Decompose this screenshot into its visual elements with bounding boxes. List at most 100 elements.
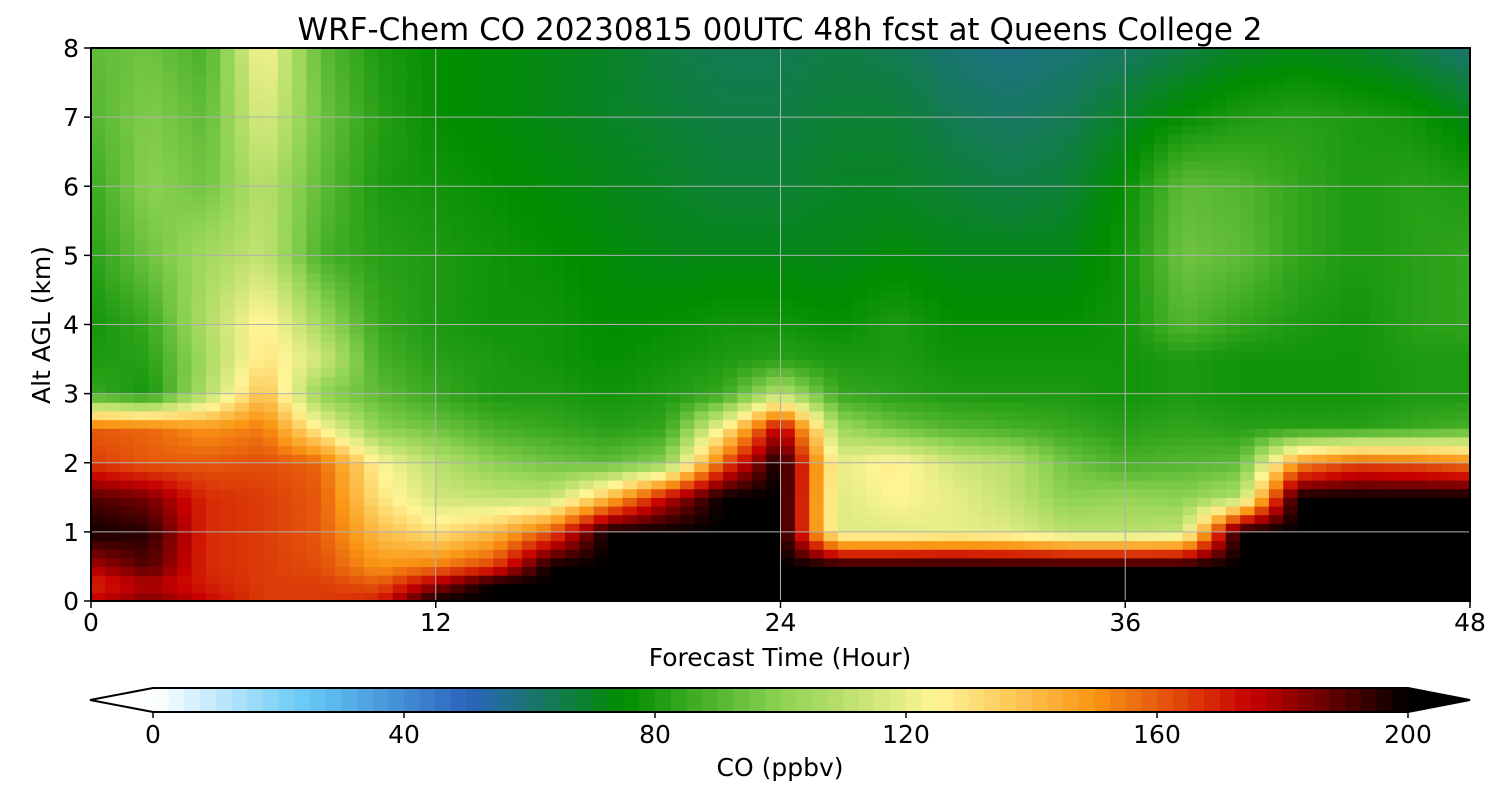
heatmap-cell <box>162 575 178 585</box>
heatmap-cell <box>421 462 437 472</box>
heatmap-cell <box>852 531 868 542</box>
heatmap-cell <box>320 315 336 326</box>
heatmap-cell <box>1398 289 1414 300</box>
heatmap-cell <box>407 151 422 161</box>
heatmap-cell <box>881 220 897 231</box>
heatmap-cell <box>751 402 767 412</box>
heatmap-cell <box>723 471 738 481</box>
heatmap-cell <box>320 177 336 187</box>
heatmap-cell <box>565 505 580 516</box>
heatmap-cell <box>1067 194 1083 205</box>
heatmap-cell <box>507 229 523 239</box>
heatmap-cell <box>392 436 408 447</box>
heatmap-cell <box>220 333 236 343</box>
heatmap-cell <box>723 575 738 585</box>
heatmap-cell <box>593 592 609 601</box>
heatmap-cell <box>1383 462 1399 472</box>
heatmap-cell <box>1039 566 1055 576</box>
heatmap-cell <box>320 151 336 161</box>
heatmap-cell <box>694 229 710 239</box>
heatmap-cell <box>1039 307 1055 317</box>
heatmap-cell <box>263 419 279 429</box>
heatmap-cell <box>177 402 193 412</box>
heatmap-cell <box>794 523 810 533</box>
heatmap-cell <box>105 471 121 481</box>
heatmap-cell <box>1412 246 1428 256</box>
heatmap-cell <box>1268 264 1284 274</box>
heatmap-cell <box>622 341 638 352</box>
heatmap-cell <box>1398 531 1414 542</box>
heatmap-cell <box>579 523 595 533</box>
heatmap-cell <box>608 480 624 490</box>
heatmap-cell <box>1197 376 1213 386</box>
heatmap-cell <box>1283 523 1299 533</box>
heatmap-cell <box>277 540 293 550</box>
heatmap-cell <box>665 238 681 248</box>
heatmap-cell <box>177 151 193 161</box>
heatmap-cell <box>191 333 207 343</box>
heatmap-cell <box>1441 264 1457 274</box>
heatmap-cell <box>1125 151 1141 161</box>
heatmap-cell <box>679 281 695 291</box>
heatmap-cell <box>1110 549 1126 559</box>
heatmap-cell <box>981 186 997 196</box>
heatmap-cell <box>1311 445 1327 455</box>
heatmap-cell <box>363 583 379 593</box>
heatmap-cell <box>191 531 207 542</box>
heatmap-cell <box>565 177 580 187</box>
heatmap-cell <box>478 367 494 377</box>
heatmap-cell <box>1096 583 1112 593</box>
heatmap-cell <box>852 514 868 524</box>
heatmap-cell <box>1053 445 1069 455</box>
heatmap-cell <box>1139 566 1155 576</box>
heatmap-cell <box>651 212 667 222</box>
heatmap-cell <box>478 376 494 386</box>
heatmap-cell <box>1398 419 1414 429</box>
heatmap-cell <box>234 376 250 386</box>
heatmap-cell <box>421 428 437 438</box>
heatmap-cell <box>521 324 537 334</box>
heatmap-cell <box>162 531 178 542</box>
heatmap-cell <box>1197 212 1213 222</box>
heatmap-cell <box>263 281 279 291</box>
heatmap-cell <box>995 212 1011 222</box>
heatmap-cell <box>1139 289 1155 300</box>
heatmap-cell <box>119 488 135 498</box>
heatmap-cell <box>1225 505 1241 516</box>
heatmap-cell <box>938 505 954 516</box>
heatmap-cell <box>493 410 509 421</box>
heatmap-cell <box>1369 454 1385 464</box>
heatmap-cell <box>191 194 207 205</box>
heatmap-cell <box>536 384 552 395</box>
heatmap-cell <box>1067 480 1083 490</box>
heatmap-cell <box>852 462 868 472</box>
heatmap-cell <box>895 471 911 481</box>
heatmap-cell <box>162 592 178 601</box>
heatmap-cell <box>1268 324 1284 334</box>
heatmap-cell <box>1082 531 1098 542</box>
heatmap-cell <box>177 264 193 274</box>
heatmap-cell <box>1182 203 1198 213</box>
heatmap-cell <box>292 566 308 576</box>
heatmap-cell <box>1039 410 1055 421</box>
heatmap-cell <box>852 557 868 568</box>
heatmap-cell <box>895 177 911 187</box>
heatmap-cell <box>852 384 868 395</box>
heatmap-cell <box>924 238 940 248</box>
heatmap-cell <box>1383 497 1399 507</box>
heatmap-cell <box>1067 220 1083 231</box>
heatmap-cell <box>320 333 336 343</box>
heatmap-cell <box>105 220 121 231</box>
heatmap-cell <box>751 186 767 196</box>
heatmap-cell <box>234 583 250 593</box>
heatmap-cell <box>593 367 609 377</box>
heatmap-cell <box>809 384 825 395</box>
heatmap-cell <box>363 480 379 490</box>
heatmap-cell <box>1369 186 1385 196</box>
heatmap-cell <box>694 445 710 455</box>
heatmap-cell <box>292 497 308 507</box>
heatmap-cell <box>1326 497 1342 507</box>
heatmap-cell <box>450 255 466 265</box>
heatmap-cell <box>378 480 394 490</box>
heatmap-cell <box>1197 531 1213 542</box>
